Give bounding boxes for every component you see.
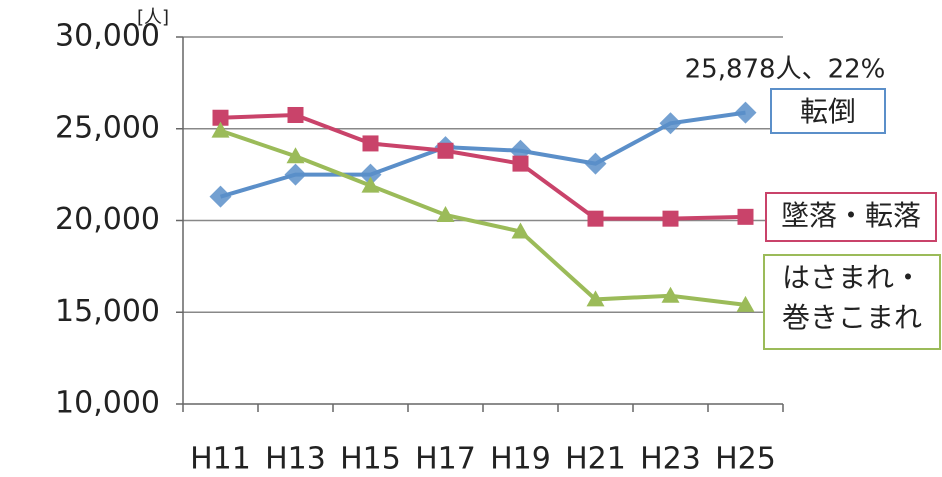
marker: [284, 163, 307, 186]
y-unit: [人]: [137, 7, 169, 28]
marker: [287, 106, 304, 123]
y-tick-label: 25,000: [55, 110, 160, 145]
x-tick-label: H13: [265, 442, 326, 477]
y-tick-label: 15,000: [55, 294, 160, 329]
x-tick-label: H11: [190, 442, 251, 477]
marker: [734, 101, 757, 124]
series-line: [219, 128, 746, 307]
marker: [211, 121, 230, 138]
legend-entry: はさまれ・巻きこまれ: [763, 254, 941, 350]
x-tick-label: H25: [715, 442, 776, 477]
annotation: 25,878人、22%: [685, 55, 886, 85]
marker: [584, 152, 607, 175]
marker: [661, 286, 680, 303]
x-tick-label: H21: [565, 442, 626, 477]
marker: [511, 222, 530, 239]
series-line: [219, 110, 746, 199]
y-tick-label: 10,000: [55, 386, 160, 421]
marker: [362, 135, 379, 152]
marker: [587, 210, 604, 227]
y-tick-label: 20,000: [55, 202, 160, 237]
legend-entry: 墜落・転落: [765, 192, 937, 242]
marker: [736, 295, 755, 312]
marker: [361, 176, 380, 193]
legend-entry: 転倒: [770, 88, 886, 134]
x-tick-label: H17: [415, 442, 476, 477]
marker: [737, 208, 754, 225]
marker: [586, 290, 605, 307]
marker: [209, 185, 232, 208]
marker: [286, 147, 305, 164]
y-tick-label: 30,000: [55, 19, 160, 54]
x-tick-label: H23: [640, 442, 701, 477]
marker: [662, 210, 679, 227]
x-tick-label: H19: [490, 442, 551, 477]
marker: [512, 155, 529, 172]
marker: [212, 109, 229, 126]
marker: [436, 205, 455, 222]
marker: [437, 142, 454, 159]
marker: [659, 112, 682, 135]
x-tick-label: H15: [340, 442, 401, 477]
marker: [359, 163, 382, 186]
series-line: [220, 112, 746, 221]
